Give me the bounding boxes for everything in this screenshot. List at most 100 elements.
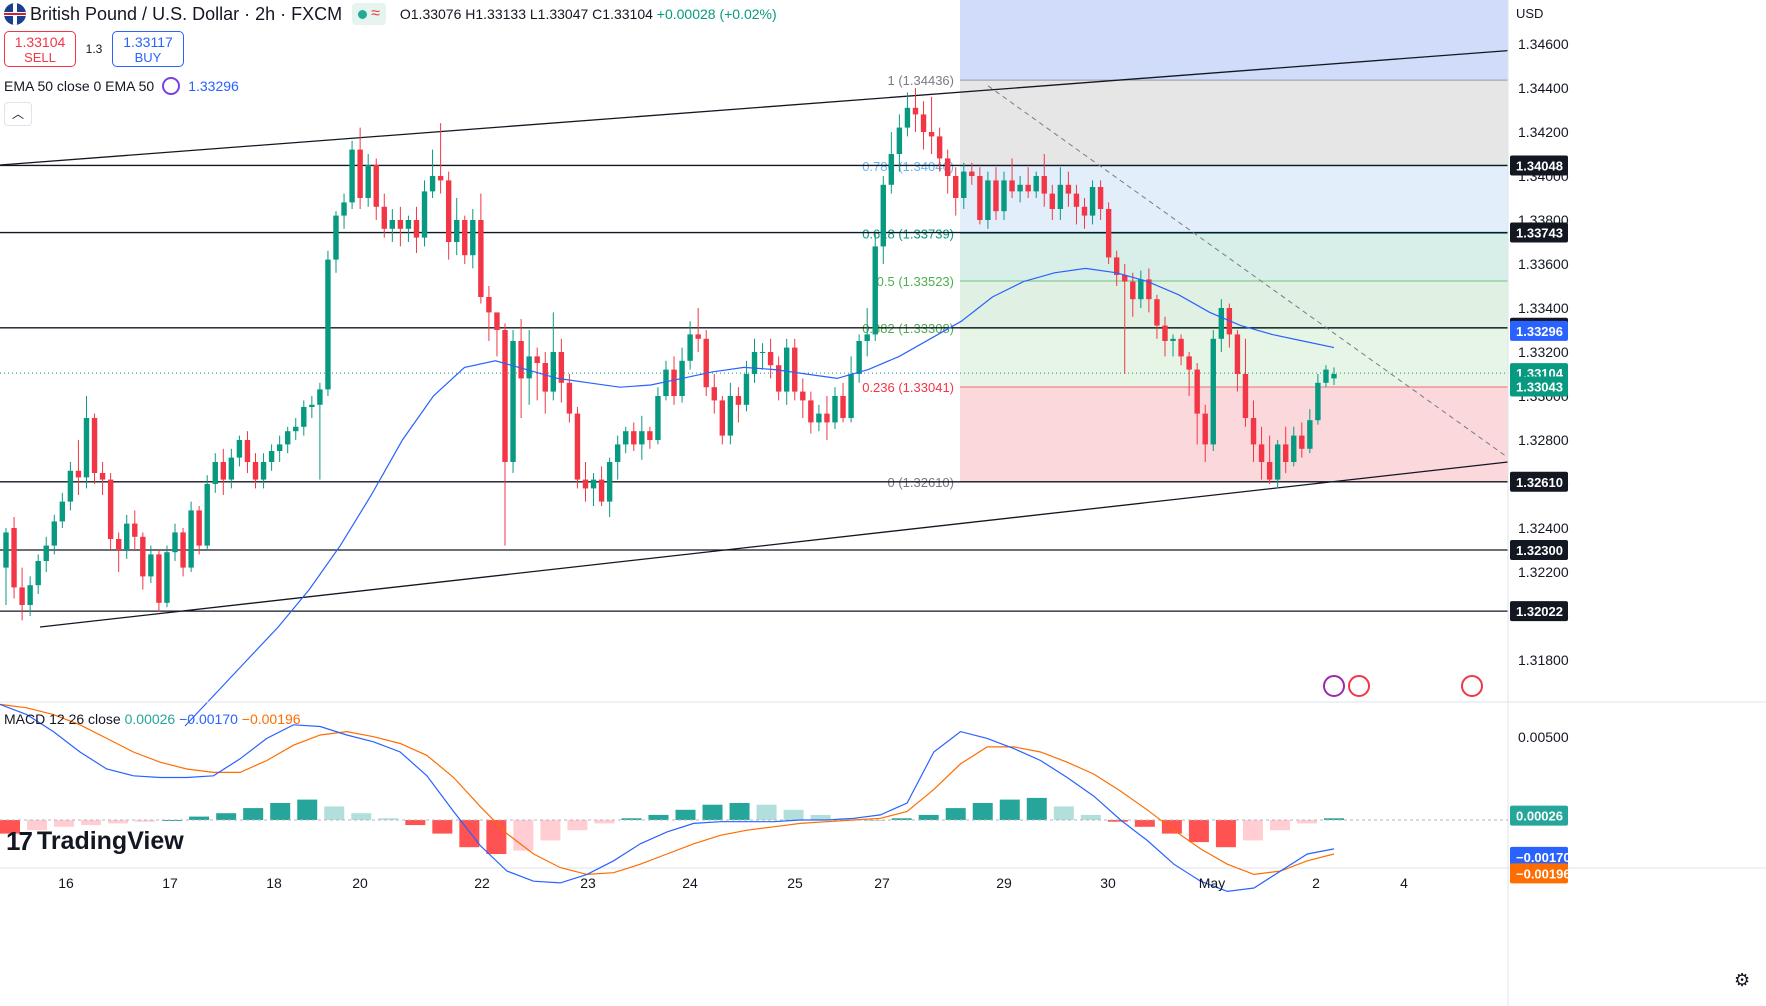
- price-tag-label: 1.33296: [1516, 324, 1563, 339]
- candle-body: [317, 389, 323, 405]
- candle-body: [703, 338, 709, 388]
- trade-panel: 1.33104 SELL 1.3 1.33117 BUY: [4, 31, 184, 67]
- macd-histogram-bar: [270, 803, 291, 820]
- candle-body: [993, 180, 999, 212]
- brand-name: TradingView: [36, 827, 184, 855]
- macd-histogram-bar: [1161, 820, 1182, 834]
- candle-body: [1210, 338, 1216, 445]
- macd-histogram-bar: [1242, 820, 1263, 841]
- symbol-header: British Pound / U.S. Dollar · 2h · FXCM …: [0, 0, 777, 28]
- time-axis-label: 29: [996, 875, 1012, 891]
- candle-body: [639, 431, 645, 445]
- candle-body: [534, 356, 540, 363]
- macd-histogram-bar: [972, 803, 993, 820]
- candle-body: [598, 479, 605, 502]
- candle-body: [486, 297, 492, 313]
- fib-zone: [960, 386, 1508, 482]
- macd-histogram-bar: [486, 820, 507, 854]
- fib-label: 0.236 (1.33041): [862, 380, 954, 395]
- macd-histogram-bar: [918, 814, 939, 820]
- candle-body: [864, 334, 870, 341]
- tradingview-logo[interactable]: 17 TradingView: [6, 826, 184, 857]
- symbol-title[interactable]: British Pound / U.S. Dollar · 2h · FXCM: [30, 3, 343, 24]
- candle-body: [91, 418, 98, 473]
- candle-body: [808, 400, 814, 423]
- macd-histogram-bar: [81, 820, 102, 826]
- macd-value-tag-label: −0.00196: [1516, 866, 1571, 881]
- macd-histogram-bar: [0, 820, 20, 834]
- macd-histogram-bar: [27, 820, 48, 831]
- candle-body: [631, 431, 637, 445]
- spread-value: 1.3: [85, 42, 103, 56]
- sell-button[interactable]: 1.33104 SELL: [4, 31, 76, 67]
- candle-body: [1130, 281, 1136, 300]
- candle-body: [961, 171, 967, 198]
- macd-line: [0, 703, 1335, 893]
- candle-body: [953, 176, 959, 198]
- buy-button[interactable]: 1.33117 BUY: [112, 31, 184, 67]
- candle-body: [357, 149, 363, 198]
- macd-histogram-bar: [540, 820, 561, 841]
- level-price-tag-label: 1.33743: [1516, 226, 1563, 241]
- level-price-tag: [1510, 155, 1568, 176]
- collapse-legend-button[interactable]: ︿: [4, 102, 32, 126]
- macd-histogram-bar: [621, 818, 642, 820]
- channel-upper-line: [0, 49, 1509, 166]
- candle-body: [156, 554, 162, 603]
- candle-body: [83, 418, 90, 478]
- candle-body: [1162, 325, 1168, 341]
- candle-body: [1315, 382, 1321, 421]
- sell-label: SELL: [24, 50, 56, 65]
- us-flag-event-icon: [1461, 675, 1483, 697]
- settings-gear-icon[interactable]: ⚙: [1734, 970, 1751, 990]
- candle-body: [260, 462, 267, 480]
- ema-legend-value: 1.33296: [188, 78, 239, 94]
- candle-body: [381, 206, 387, 229]
- candle-body: [936, 136, 943, 159]
- candle-body: [204, 484, 210, 546]
- price-axis-tick: 1.34400: [1518, 80, 1569, 96]
- candle-body: [228, 457, 235, 480]
- currency-label[interactable]: USD: [1516, 6, 1544, 21]
- fib-label: 0.382 (1.33308): [862, 321, 954, 336]
- fib-label: 0.618 (1.33739): [862, 226, 954, 241]
- macd-value-tag: [1510, 805, 1568, 826]
- candle-body: [478, 220, 484, 297]
- low-value: L1.33047: [529, 6, 589, 22]
- time-axis-label: 30: [1100, 875, 1116, 891]
- macd-legend[interactable]: MACD 12 26 close 0.00026 −0.00170 −0.001…: [4, 711, 301, 727]
- live-dot-icon: [358, 9, 368, 19]
- live-status-badge[interactable]: ≈: [352, 3, 386, 25]
- macd-histogram-bar: [1215, 820, 1236, 848]
- macd-line-value: −0.00170: [179, 711, 238, 727]
- candle-body: [1178, 338, 1184, 357]
- candle-body: [148, 554, 154, 577]
- candle-body: [767, 352, 774, 366]
- candle-body: [904, 107, 911, 128]
- ema-legend[interactable]: EMA 50 close 0 EMA 50 1.33296: [4, 77, 239, 95]
- candle-body: [252, 462, 259, 480]
- candle-body: [711, 387, 717, 401]
- candle-body: [1186, 356, 1192, 370]
- macd-histogram-bar: [648, 814, 669, 820]
- level-price-tag-label: 1.34048: [1516, 158, 1563, 173]
- macd-histogram-bar: [1053, 806, 1074, 820]
- candle-body: [124, 523, 130, 550]
- macd-histogram-bar: [756, 804, 777, 820]
- candle-body: [1025, 184, 1031, 192]
- macd-histogram-bar: [1080, 814, 1101, 820]
- channel-lower-line: [39, 461, 1509, 628]
- candle-body: [1154, 299, 1160, 326]
- price-axis-tick: 1.33600: [1518, 256, 1569, 272]
- fib-zone: [960, 280, 1508, 329]
- refresh-icon[interactable]: [162, 77, 181, 95]
- macd-histogram-bar: [945, 808, 966, 820]
- time-axis-label: 2: [1312, 875, 1320, 891]
- candle-body: [759, 352, 766, 353]
- macd-histogram-bar: [783, 809, 804, 820]
- candle-body: [164, 552, 170, 603]
- candle-body: [445, 180, 452, 242]
- candle-body: [437, 176, 444, 181]
- candle-body: [341, 202, 347, 216]
